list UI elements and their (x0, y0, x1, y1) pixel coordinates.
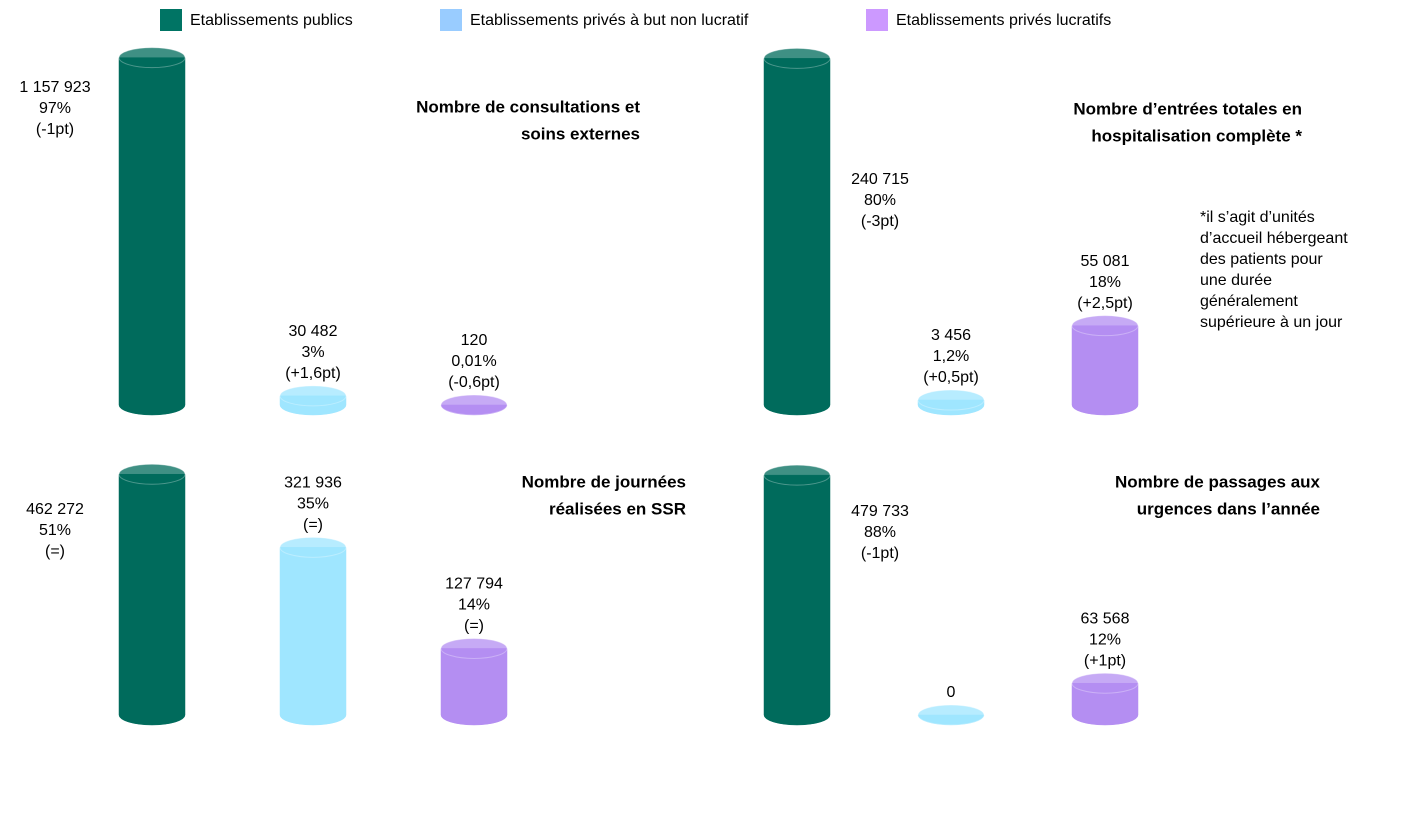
data-label: 63 568 (1081, 610, 1130, 627)
data-label: (-1pt) (861, 545, 899, 562)
chart-title: Nombre de consultations et (416, 97, 640, 116)
data-label: 127 794 (445, 576, 503, 593)
note: d’accueil hébergeant (1200, 230, 1348, 247)
legend-label: Etablissements privés lucratifs (896, 12, 1111, 29)
chart-title: Nombre de passages aux (1115, 472, 1321, 491)
data-label: (-0,6pt) (448, 374, 500, 391)
data-label: 51% (39, 522, 71, 539)
bar-cap (763, 464, 831, 486)
legend-swatch (160, 9, 182, 31)
legend-label: Etablissements publics (190, 12, 353, 29)
bar (118, 57, 186, 416)
data-label: 18% (1089, 274, 1121, 291)
data-label: 1 157 923 (19, 79, 90, 96)
legend-label: Etablissements privés à but non lucratif (470, 12, 749, 29)
data-label: 0 (947, 684, 956, 701)
note: *il s’agit d’unités (1200, 209, 1315, 226)
bar-cap (279, 385, 347, 407)
data-label: 3 456 (931, 327, 971, 344)
bar (440, 648, 508, 726)
chart-title: hospitalisation complète * (1091, 126, 1302, 145)
chart-title: Nombre de journées (522, 472, 686, 491)
note: supérieure à un jour (1200, 314, 1343, 331)
bar (1071, 682, 1139, 726)
data-label: 14% (458, 597, 490, 614)
data-label: 120 (461, 332, 488, 349)
bar-cap (917, 704, 985, 726)
data-label: 55 081 (1081, 253, 1130, 270)
data-label: 479 733 (851, 503, 909, 520)
bar-cap (917, 389, 985, 411)
chart-title: urgences dans l’année (1137, 499, 1320, 518)
bar-cap (1071, 672, 1139, 694)
legend-swatch (440, 9, 462, 31)
data-label: (-3pt) (861, 213, 899, 230)
data-label: 30 482 (289, 323, 338, 340)
data-label: 97% (39, 100, 71, 117)
data-label: 12% (1089, 631, 1121, 648)
data-label: (+2,5pt) (1077, 295, 1133, 312)
data-label: (=) (303, 517, 323, 534)
data-label: 88% (864, 524, 896, 541)
data-label: 240 715 (851, 171, 909, 188)
data-label: 3% (301, 344, 324, 361)
data-label: (=) (464, 618, 484, 635)
chart-title: Nombre d’entrées totales en (1073, 99, 1302, 118)
data-label: 321 936 (284, 475, 342, 492)
note: généralement (1200, 293, 1298, 310)
bar-cap (440, 637, 508, 659)
bar-cap (118, 463, 186, 485)
data-label: (+0,5pt) (923, 369, 979, 386)
data-label: 35% (297, 496, 329, 513)
bar-cap (279, 536, 347, 558)
data-label: (=) (45, 543, 65, 560)
bar-cap (440, 394, 508, 416)
bar (763, 58, 831, 416)
bar-cap (118, 47, 186, 69)
data-label: (+1,6pt) (285, 365, 341, 382)
bar (118, 473, 186, 726)
note: des patients pour (1200, 251, 1323, 268)
data-label: 1,2% (933, 348, 969, 365)
bar-cap (1071, 315, 1139, 337)
data-label: 462 272 (26, 501, 84, 518)
legend-swatch (866, 9, 888, 31)
bar-cap (763, 47, 831, 69)
data-label: 0,01% (451, 353, 496, 370)
data-label: (+1pt) (1084, 652, 1126, 669)
chart-title: soins externes (521, 124, 640, 143)
bar (1071, 325, 1139, 416)
bar (279, 547, 347, 726)
data-label: 80% (864, 192, 896, 209)
data-label: (-1pt) (36, 121, 74, 138)
bar (763, 474, 831, 726)
note: une durée (1200, 272, 1272, 289)
chart-title: réalisées en SSR (549, 499, 686, 518)
